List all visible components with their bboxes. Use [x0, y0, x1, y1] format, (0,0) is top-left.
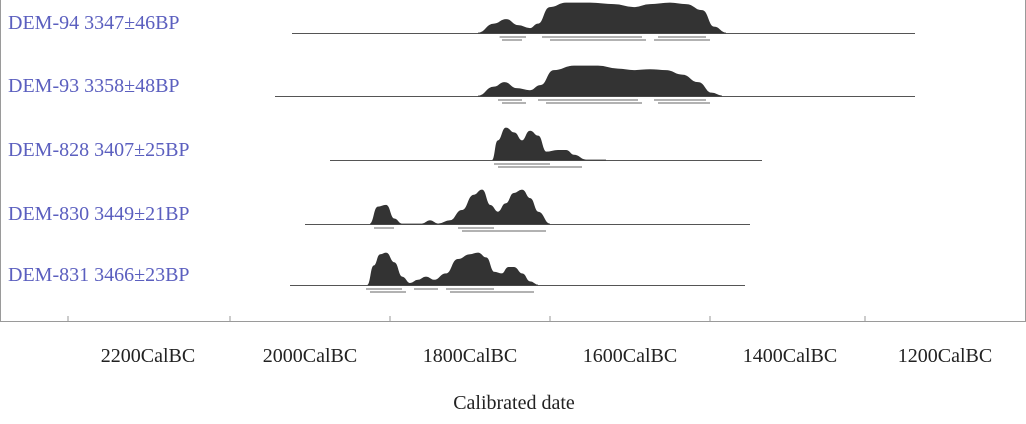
- probability-area: [477, 65, 723, 97]
- probability-area: [369, 189, 551, 225]
- x-axis-ticks: 2200CalBC 2000CalBC 1800CalBC 1600CalBC 1400…: [67, 316, 992, 367]
- sample-row: DEM-94 3347±46BP: [8, 2, 915, 41]
- sample-row: DEM-830 3449±21BP: [8, 189, 750, 232]
- probability-area: [492, 127, 606, 161]
- sample-label: DEM-831 3466±23BP: [8, 264, 190, 286]
- sample-row: DEM-828 3407±25BP: [8, 127, 762, 168]
- x-tick-label: 1800CalBC: [423, 345, 517, 367]
- probability-area: [367, 252, 539, 286]
- x-tick-label: 1200CalBC: [898, 345, 992, 367]
- probability-area: [477, 2, 727, 34]
- x-tick-label: 2200CalBC: [101, 345, 195, 367]
- sample-label: DEM-93 3358±48BP: [8, 75, 180, 97]
- sample-label: DEM-828 3407±25BP: [8, 139, 190, 161]
- sample-label: DEM-830 3449±21BP: [8, 203, 190, 225]
- x-tick-label: 2000CalBC: [263, 345, 357, 367]
- sample-rows: DEM-94 3347±46BP DEM-93 3358±48BP DEM-828 …: [8, 2, 915, 293]
- sample-label: DEM-94 3347±46BP: [8, 12, 180, 34]
- sample-row: DEM-93 3358±48BP: [8, 65, 915, 104]
- x-tick-label: 1600CalBC: [583, 345, 677, 367]
- x-axis-title: Calibrated date: [453, 392, 575, 414]
- x-tick-label: 1400CalBC: [743, 345, 837, 367]
- sample-row: DEM-831 3466±23BP: [8, 252, 745, 293]
